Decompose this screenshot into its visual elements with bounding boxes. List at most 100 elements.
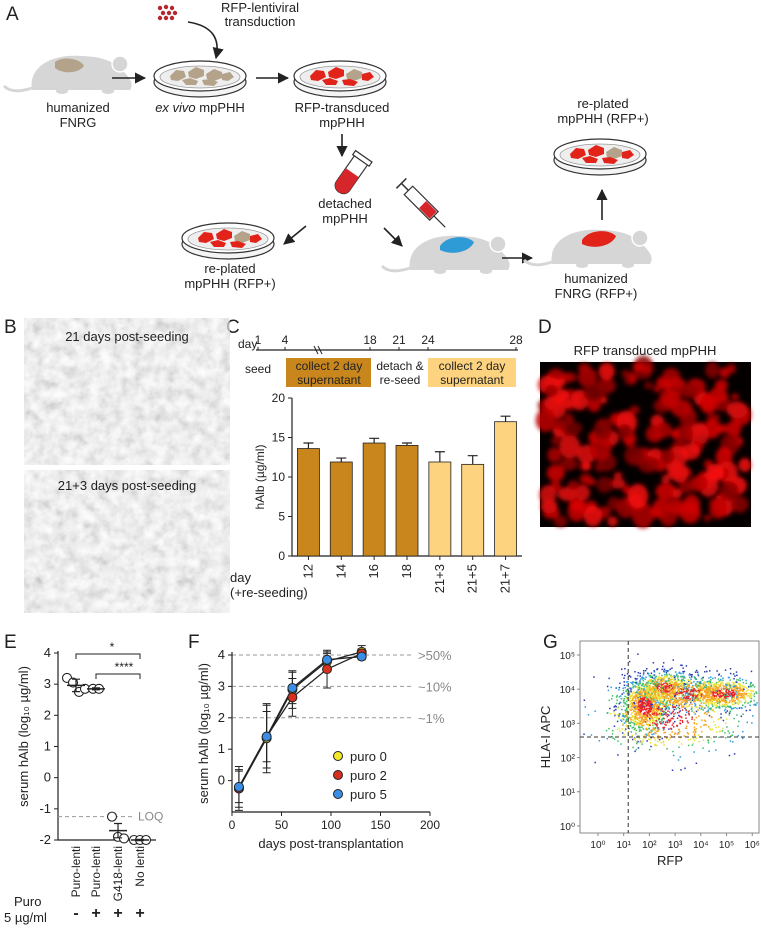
event — [659, 713, 661, 715]
event — [663, 721, 665, 723]
event — [625, 730, 627, 732]
data-point — [234, 782, 243, 791]
event — [621, 698, 623, 700]
event — [720, 682, 722, 684]
event — [661, 721, 663, 723]
event — [716, 695, 718, 697]
event — [731, 688, 733, 690]
event — [688, 733, 690, 735]
event — [623, 690, 625, 692]
y-axis-label: HLA-I APC — [538, 706, 553, 769]
fluorescent-cell — [705, 362, 719, 378]
event — [624, 675, 626, 677]
event — [697, 709, 699, 711]
event — [750, 690, 752, 692]
fluorescent-cell — [638, 456, 660, 472]
event — [622, 687, 624, 689]
event — [637, 675, 639, 677]
event — [642, 725, 644, 727]
event — [719, 701, 721, 703]
event — [723, 688, 725, 690]
error-bar — [369, 438, 379, 443]
event — [734, 753, 736, 755]
event — [756, 702, 758, 704]
event — [728, 691, 730, 693]
x-tick-label: 10⁶ — [745, 840, 760, 851]
event — [639, 675, 641, 677]
event — [656, 723, 658, 725]
event — [729, 732, 731, 734]
event — [715, 692, 717, 694]
event — [730, 692, 732, 694]
event — [700, 683, 702, 685]
event — [685, 698, 687, 700]
event — [721, 687, 723, 689]
event — [632, 735, 634, 737]
event — [650, 693, 652, 695]
event — [670, 702, 672, 704]
event — [702, 685, 704, 687]
event — [643, 670, 645, 672]
event — [636, 741, 638, 743]
event — [688, 705, 690, 707]
event — [736, 679, 738, 681]
event — [672, 751, 674, 753]
significance-label: * — [110, 640, 115, 654]
event — [668, 719, 670, 721]
event — [653, 733, 655, 735]
event — [594, 711, 596, 713]
event — [660, 701, 662, 703]
event — [716, 699, 718, 701]
schematic-label: FNRG — [60, 115, 97, 130]
event — [636, 743, 638, 745]
event — [649, 739, 651, 741]
event — [687, 722, 689, 724]
event — [646, 668, 648, 670]
event — [645, 704, 647, 706]
event — [627, 681, 629, 683]
event — [691, 691, 693, 693]
event — [713, 687, 715, 689]
fluorescent-cell — [628, 484, 649, 508]
event — [630, 721, 632, 723]
event — [711, 704, 713, 706]
error-bar — [468, 456, 478, 465]
event — [646, 690, 648, 692]
event — [654, 696, 656, 698]
event — [736, 671, 738, 673]
event — [744, 692, 746, 694]
event — [678, 695, 680, 697]
event — [646, 708, 648, 710]
fluorescent-cell — [599, 418, 613, 430]
event — [661, 738, 663, 740]
event — [750, 682, 752, 684]
event — [726, 694, 728, 696]
event — [694, 729, 696, 731]
event — [689, 704, 691, 706]
event — [708, 692, 710, 694]
event — [639, 735, 641, 737]
event — [623, 692, 625, 694]
event — [673, 675, 675, 677]
event — [679, 700, 681, 702]
event — [711, 698, 713, 700]
event — [669, 700, 671, 702]
fluorescent-cell — [563, 400, 571, 409]
event — [647, 715, 649, 717]
event — [652, 713, 654, 715]
event — [657, 714, 659, 716]
event — [699, 691, 701, 693]
x-tick-label: 21+5 — [465, 564, 480, 593]
event — [650, 679, 652, 681]
event — [716, 670, 718, 672]
timeline-day: 18 — [363, 333, 377, 347]
event — [649, 685, 651, 687]
event — [658, 684, 660, 686]
event — [706, 705, 708, 707]
event — [685, 688, 687, 690]
event — [669, 683, 671, 685]
event — [626, 716, 628, 718]
bar — [429, 462, 451, 556]
event — [661, 713, 663, 715]
legend-marker — [334, 790, 343, 799]
